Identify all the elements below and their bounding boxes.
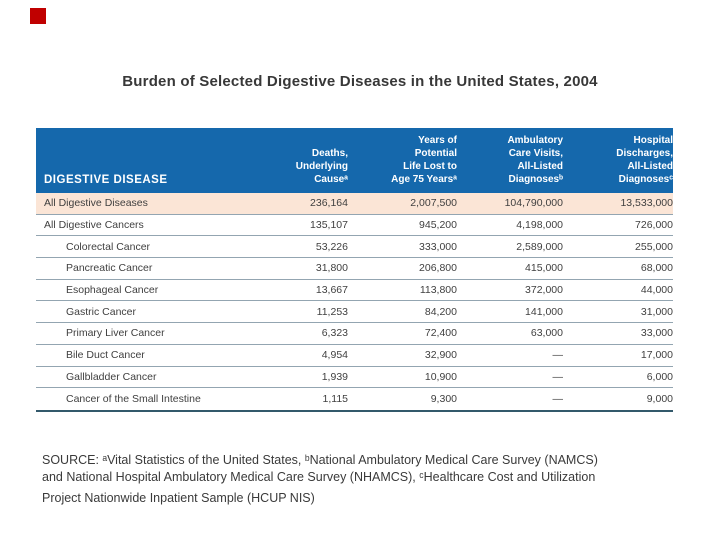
cell-deaths: 13,667 [315, 284, 348, 297]
column-header-ypll: Years of Potential Life Lost to Age 75 Year… [348, 128, 457, 193]
column-header-line: Hospital [633, 135, 673, 146]
cell-disease: Bile Duct Cancer [66, 349, 145, 362]
cell-ypll: 32,900 [424, 349, 457, 362]
digestive-disease-table: DIGESTIVE DISEASE Deaths, Underlying Causeᵃ… [36, 128, 683, 412]
cell-hospital: 68,000 [640, 262, 673, 275]
column-header-line: Diagnosesᵇ [508, 174, 563, 185]
cell-deaths: 11,253 [316, 305, 348, 318]
cell-ambulatory: 141,000 [525, 305, 563, 318]
table-row: Bile Duct Cancer 4,954 32,900 — 17,000 [36, 345, 673, 367]
cell-hospital: 33,000 [640, 327, 673, 340]
cell-ambulatory: 4,198,000 [516, 219, 563, 232]
cell-ambulatory: 415,000 [525, 262, 563, 275]
column-header-line: All-Listed [517, 161, 563, 172]
source-line: and National Hospital Ambulatory Medical… [42, 470, 596, 484]
cell-deaths: 236,164 [310, 197, 348, 210]
cell-hospital: 726,000 [635, 219, 673, 232]
cell-deaths: 31,800 [315, 262, 348, 275]
cell-ambulatory: — [552, 370, 564, 383]
cell-ambulatory: 2,589,000 [516, 240, 563, 253]
cell-ypll: 10,900 [424, 370, 457, 383]
cell-disease: Cancer of the Small Intestine [66, 393, 201, 406]
column-header-line: Underlying [295, 161, 348, 172]
column-header-ambulatory: Ambulatory Care Visits, All-Listed Diagnose… [457, 128, 563, 193]
table-row: Primary Liver Cancer 6,323 72,400 63,000 33,… [36, 323, 673, 345]
cell-deaths: 6,323 [321, 327, 348, 340]
cell-disease: Primary Liver Cancer [66, 327, 165, 340]
cell-disease: Esophageal Cancer [66, 284, 159, 297]
cell-hospital: 255,000 [635, 240, 673, 253]
cell-hospital: 17,000 [640, 349, 673, 362]
table-row: Colorectal Cancer 53,226 333,000 2,589,000 2… [36, 236, 673, 259]
page-title: Burden of Selected Digestive Diseases in… [122, 73, 598, 90]
cell-disease: Colorectal Cancer [66, 240, 151, 253]
column-header-line: Ambulatory [507, 135, 563, 146]
table-row: Cancer of the Small Intestine 1,115 9,300 —… [36, 388, 673, 410]
cell-ambulatory: 104,790,000 [504, 197, 563, 210]
column-header-disease: DIGESTIVE DISEASE [36, 128, 241, 193]
column-header-line: Causeᵃ [314, 174, 348, 185]
cell-ypll: 113,800 [419, 284, 457, 297]
cell-deaths: 1,939 [321, 370, 348, 383]
table-row: All Digestive Diseases 236,164 2,007,500 10… [36, 193, 673, 215]
cell-ypll: 72,400 [424, 327, 457, 340]
column-header-deaths: Deaths, Underlying Causeᵃ [241, 128, 348, 193]
cell-ypll: 945,200 [419, 219, 457, 232]
cell-hospital: 31,000 [640, 305, 673, 318]
cell-deaths: 135,107 [310, 219, 348, 232]
column-header-line: DIGESTIVE DISEASE [44, 174, 168, 186]
cell-hospital: 9,000 [646, 393, 673, 406]
cell-ambulatory: — [552, 349, 564, 362]
cell-ambulatory: 372,000 [525, 284, 563, 297]
cell-disease: Pancreatic Cancer [66, 262, 153, 275]
cell-disease: All Digestive Diseases [44, 197, 148, 210]
cell-ambulatory: 63,000 [530, 327, 563, 340]
table-header-row: DIGESTIVE DISEASE Deaths, Underlying Causeᵃ… [36, 128, 673, 193]
cell-ypll: 2,007,500 [410, 197, 457, 210]
cell-ypll: 206,800 [419, 262, 457, 275]
column-header-hospital: Hospital Discharges, All-Listed Diagnosesᶜ [563, 128, 673, 193]
source-note: SOURCE: ᵃVital Statistics of the United … [42, 452, 697, 507]
cell-ypll: 9,300 [430, 393, 457, 406]
table-body: All Digestive Diseases 236,164 2,007,500 10… [36, 193, 673, 412]
table-row: Gallbladder Cancer 1,939 10,900 — 6,000 [36, 367, 673, 389]
table-row: All Digestive Cancers 135,107 945,200 4,198… [36, 215, 673, 237]
cell-deaths: 1,115 [322, 393, 349, 406]
cell-hospital: 6,000 [646, 370, 673, 383]
cell-disease: All Digestive Cancers [44, 219, 144, 232]
table-row: Pancreatic Cancer 31,800 206,800 415,000 68,… [36, 258, 673, 280]
cell-hospital: 13,533,000 [620, 197, 673, 210]
column-header-line: Diagnosesᶜ [618, 174, 673, 185]
cell-ypll: 84,200 [424, 305, 457, 318]
source-line: Project Nationwide Inpatient Sample (HCU… [42, 491, 315, 505]
source-line: SOURCE: ᵃVital Statistics of the United … [42, 453, 598, 467]
column-header-line: Care Visits, [508, 148, 563, 159]
table-row: Esophageal Cancer 13,667 113,800 372,000 44,… [36, 280, 673, 302]
column-header-line: All-Listed [627, 161, 673, 172]
cell-disease: Gallbladder Cancer [66, 370, 157, 383]
table-row: Gastric Cancer 11,253 84,200 141,000 31,000 [36, 301, 673, 324]
cell-hospital: 44,000 [640, 284, 673, 297]
column-header-line: Discharges, [616, 148, 673, 159]
column-header-line: Deaths, [311, 148, 348, 159]
column-header-line: Years of [418, 135, 457, 146]
red-accent-square [30, 8, 46, 24]
cell-ypll: 333,000 [419, 240, 457, 253]
column-header-line: Potential [414, 148, 457, 159]
cell-deaths: 4,954 [321, 349, 348, 362]
cell-deaths: 53,226 [315, 240, 348, 253]
column-header-line: Life Lost to [403, 161, 457, 172]
cell-ambulatory: — [552, 393, 564, 406]
cell-disease: Gastric Cancer [66, 305, 137, 318]
column-header-line: Age 75 Yearsᵃ [391, 174, 457, 185]
